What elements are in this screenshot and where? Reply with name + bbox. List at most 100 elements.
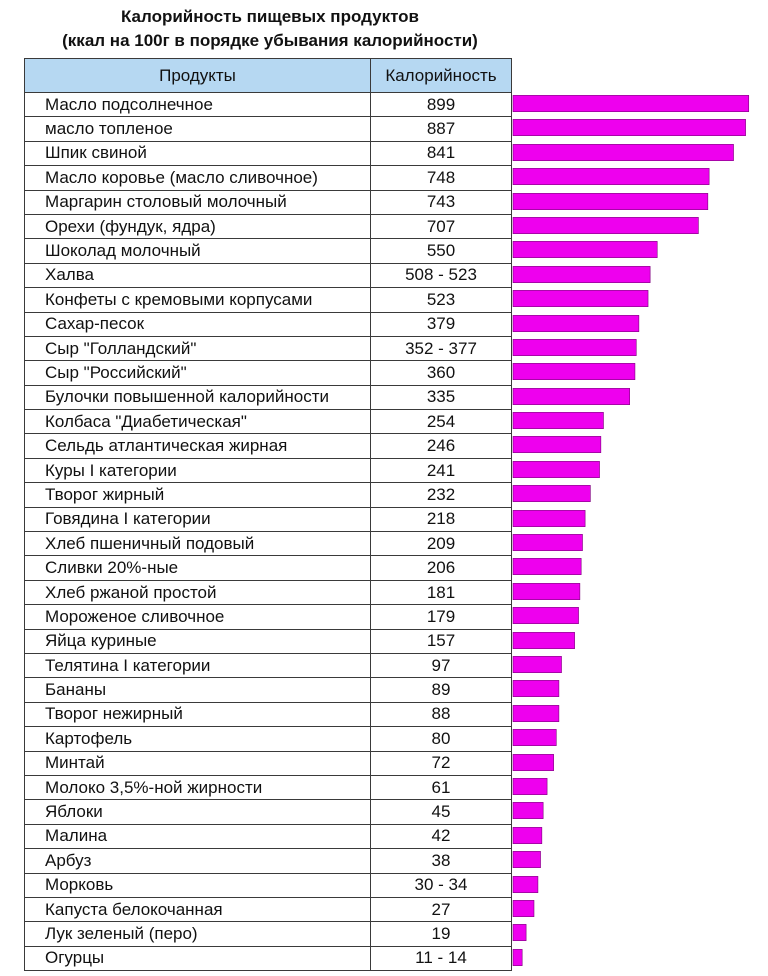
bar bbox=[512, 802, 544, 819]
bar bbox=[512, 558, 582, 575]
calorie-value: 748 bbox=[370, 165, 512, 191]
calorie-value: 97 bbox=[370, 652, 512, 679]
bar bbox=[512, 607, 579, 624]
calorie-value: 246 bbox=[370, 433, 512, 459]
chart-title: Калорийность пищевых продуктов bbox=[120, 7, 420, 26]
product-name: Колбаса "Диабетическая" bbox=[24, 409, 371, 435]
product-name: Творог жирный bbox=[24, 482, 371, 508]
product-name: Молоко 3,5%-ной жирности bbox=[24, 774, 371, 801]
table-row: Масло коровье (масло сливочное) 748 bbox=[24, 165, 512, 191]
column-header-products: Продукты bbox=[24, 58, 371, 93]
table-row: Мороженое сливочное 179 bbox=[24, 604, 512, 630]
table-row: Творог жирный 232 bbox=[24, 482, 512, 508]
bar bbox=[512, 827, 543, 844]
table-row: Шпик свиной 841 bbox=[24, 140, 512, 167]
bar bbox=[512, 510, 586, 527]
calorie-value: 360 bbox=[370, 360, 512, 386]
bar bbox=[512, 485, 591, 502]
table-row: Яйца куриные 157 bbox=[24, 628, 512, 654]
product-name: Масло подсолнечное bbox=[24, 91, 371, 118]
calorie-value: 27 bbox=[370, 896, 512, 923]
table-row: масло топленое 887 bbox=[24, 116, 512, 142]
bar bbox=[512, 339, 637, 356]
table-row: Халва 508 - 523 bbox=[24, 262, 512, 289]
product-name: Шпик свиной bbox=[24, 140, 371, 167]
calorie-value: 887 bbox=[370, 116, 512, 142]
bar bbox=[512, 168, 710, 185]
table-row: Огурцы 11 - 14 bbox=[24, 945, 512, 972]
product-name: Хлеб ржаной простой bbox=[24, 579, 371, 606]
calorie-value: 42 bbox=[370, 823, 512, 850]
product-name: Орехи (фундук, ядра) bbox=[24, 213, 371, 240]
calorie-value: 88 bbox=[370, 701, 512, 728]
calorie-value: 335 bbox=[370, 384, 512, 411]
calorie-value: 30 - 34 bbox=[370, 872, 512, 898]
table-row: Хлеб ржаной простой 181 bbox=[24, 579, 512, 606]
product-name: Сыр "Голландский" bbox=[24, 335, 371, 362]
table-row: Молоко 3,5%-ной жирности 61 bbox=[24, 774, 512, 801]
product-name: Яблоки bbox=[24, 799, 371, 825]
product-name: Говядина I категории bbox=[24, 506, 371, 533]
column-header-calories: Калорийность bbox=[370, 58, 512, 93]
bar bbox=[512, 851, 541, 868]
calorie-value: 254 bbox=[370, 409, 512, 435]
calorie-value: 379 bbox=[370, 311, 512, 337]
product-name: Капуста белокочанная bbox=[24, 896, 371, 923]
table-row: Яблоки 45 bbox=[24, 799, 512, 825]
bar bbox=[512, 95, 750, 112]
product-name: Яйца куриные bbox=[24, 628, 371, 654]
table-row: Шоколад молочный 550 bbox=[24, 238, 512, 264]
calorie-value: 241 bbox=[370, 457, 512, 484]
product-name: Лук зеленый (перо) bbox=[24, 921, 371, 947]
product-name: Мороженое сливочное bbox=[24, 604, 371, 630]
bar bbox=[512, 241, 658, 258]
calorie-value: 899 bbox=[370, 91, 512, 118]
product-name: Творог нежирный bbox=[24, 701, 371, 728]
table-row: Бананы 89 bbox=[24, 677, 512, 703]
calorie-value: 181 bbox=[370, 579, 512, 606]
table-header-row: Продукты Калорийность bbox=[24, 58, 512, 93]
table-row: Сельдь атлантическая жирная 246 bbox=[24, 433, 512, 459]
product-name: Сливки 20%-ные bbox=[24, 555, 371, 581]
calorie-value: 80 bbox=[370, 726, 512, 752]
table-row: Арбуз 38 bbox=[24, 848, 512, 874]
calorie-value: 72 bbox=[370, 750, 512, 776]
product-name: Картофель bbox=[24, 726, 371, 752]
table-row: Маргарин столовый молочный 743 bbox=[24, 189, 512, 215]
calorie-value: 232 bbox=[370, 482, 512, 508]
table-row: Куры I категории 241 bbox=[24, 457, 512, 484]
calorie-value: 218 bbox=[370, 506, 512, 533]
bar bbox=[512, 876, 539, 893]
chart-subtitle: (ккал на 100г в порядке убывания калорий… bbox=[62, 31, 478, 50]
table-row: Сливки 20%-ные 206 bbox=[24, 555, 512, 581]
table-row: Булочки повышенной калорийности 335 bbox=[24, 384, 512, 411]
product-name: Арбуз bbox=[24, 848, 371, 874]
bar bbox=[512, 388, 630, 405]
calorie-value: 841 bbox=[370, 140, 512, 167]
product-name: Маргарин столовый молочный bbox=[24, 189, 371, 215]
bar bbox=[512, 193, 709, 210]
calorie-value: 743 bbox=[370, 189, 512, 215]
calorie-value: 11 - 14 bbox=[370, 945, 512, 972]
calorie-value: 61 bbox=[370, 774, 512, 801]
table-row: Говядина I категории 218 bbox=[24, 506, 512, 533]
product-name: Конфеты с кремовыми корпусами bbox=[24, 287, 371, 313]
bar bbox=[512, 754, 554, 771]
calorie-value: 707 bbox=[370, 213, 512, 240]
product-name: Булочки повышенной калорийности bbox=[24, 384, 371, 411]
table-row: Колбаса "Диабетическая" 254 bbox=[24, 409, 512, 435]
bar bbox=[512, 534, 583, 551]
bar bbox=[512, 583, 581, 600]
bar bbox=[512, 217, 699, 234]
bar bbox=[512, 778, 548, 795]
bar bbox=[512, 656, 562, 673]
product-name: Масло коровье (масло сливочное) bbox=[24, 165, 371, 191]
calorie-value: 523 bbox=[370, 287, 512, 313]
product-name: Огурцы bbox=[24, 945, 371, 972]
bar bbox=[512, 461, 600, 478]
calorie-value: 508 - 523 bbox=[370, 262, 512, 289]
bar bbox=[512, 632, 575, 649]
product-name: Куры I категории bbox=[24, 457, 371, 484]
calorie-value: 550 bbox=[370, 238, 512, 264]
product-name: масло топленое bbox=[24, 116, 371, 142]
